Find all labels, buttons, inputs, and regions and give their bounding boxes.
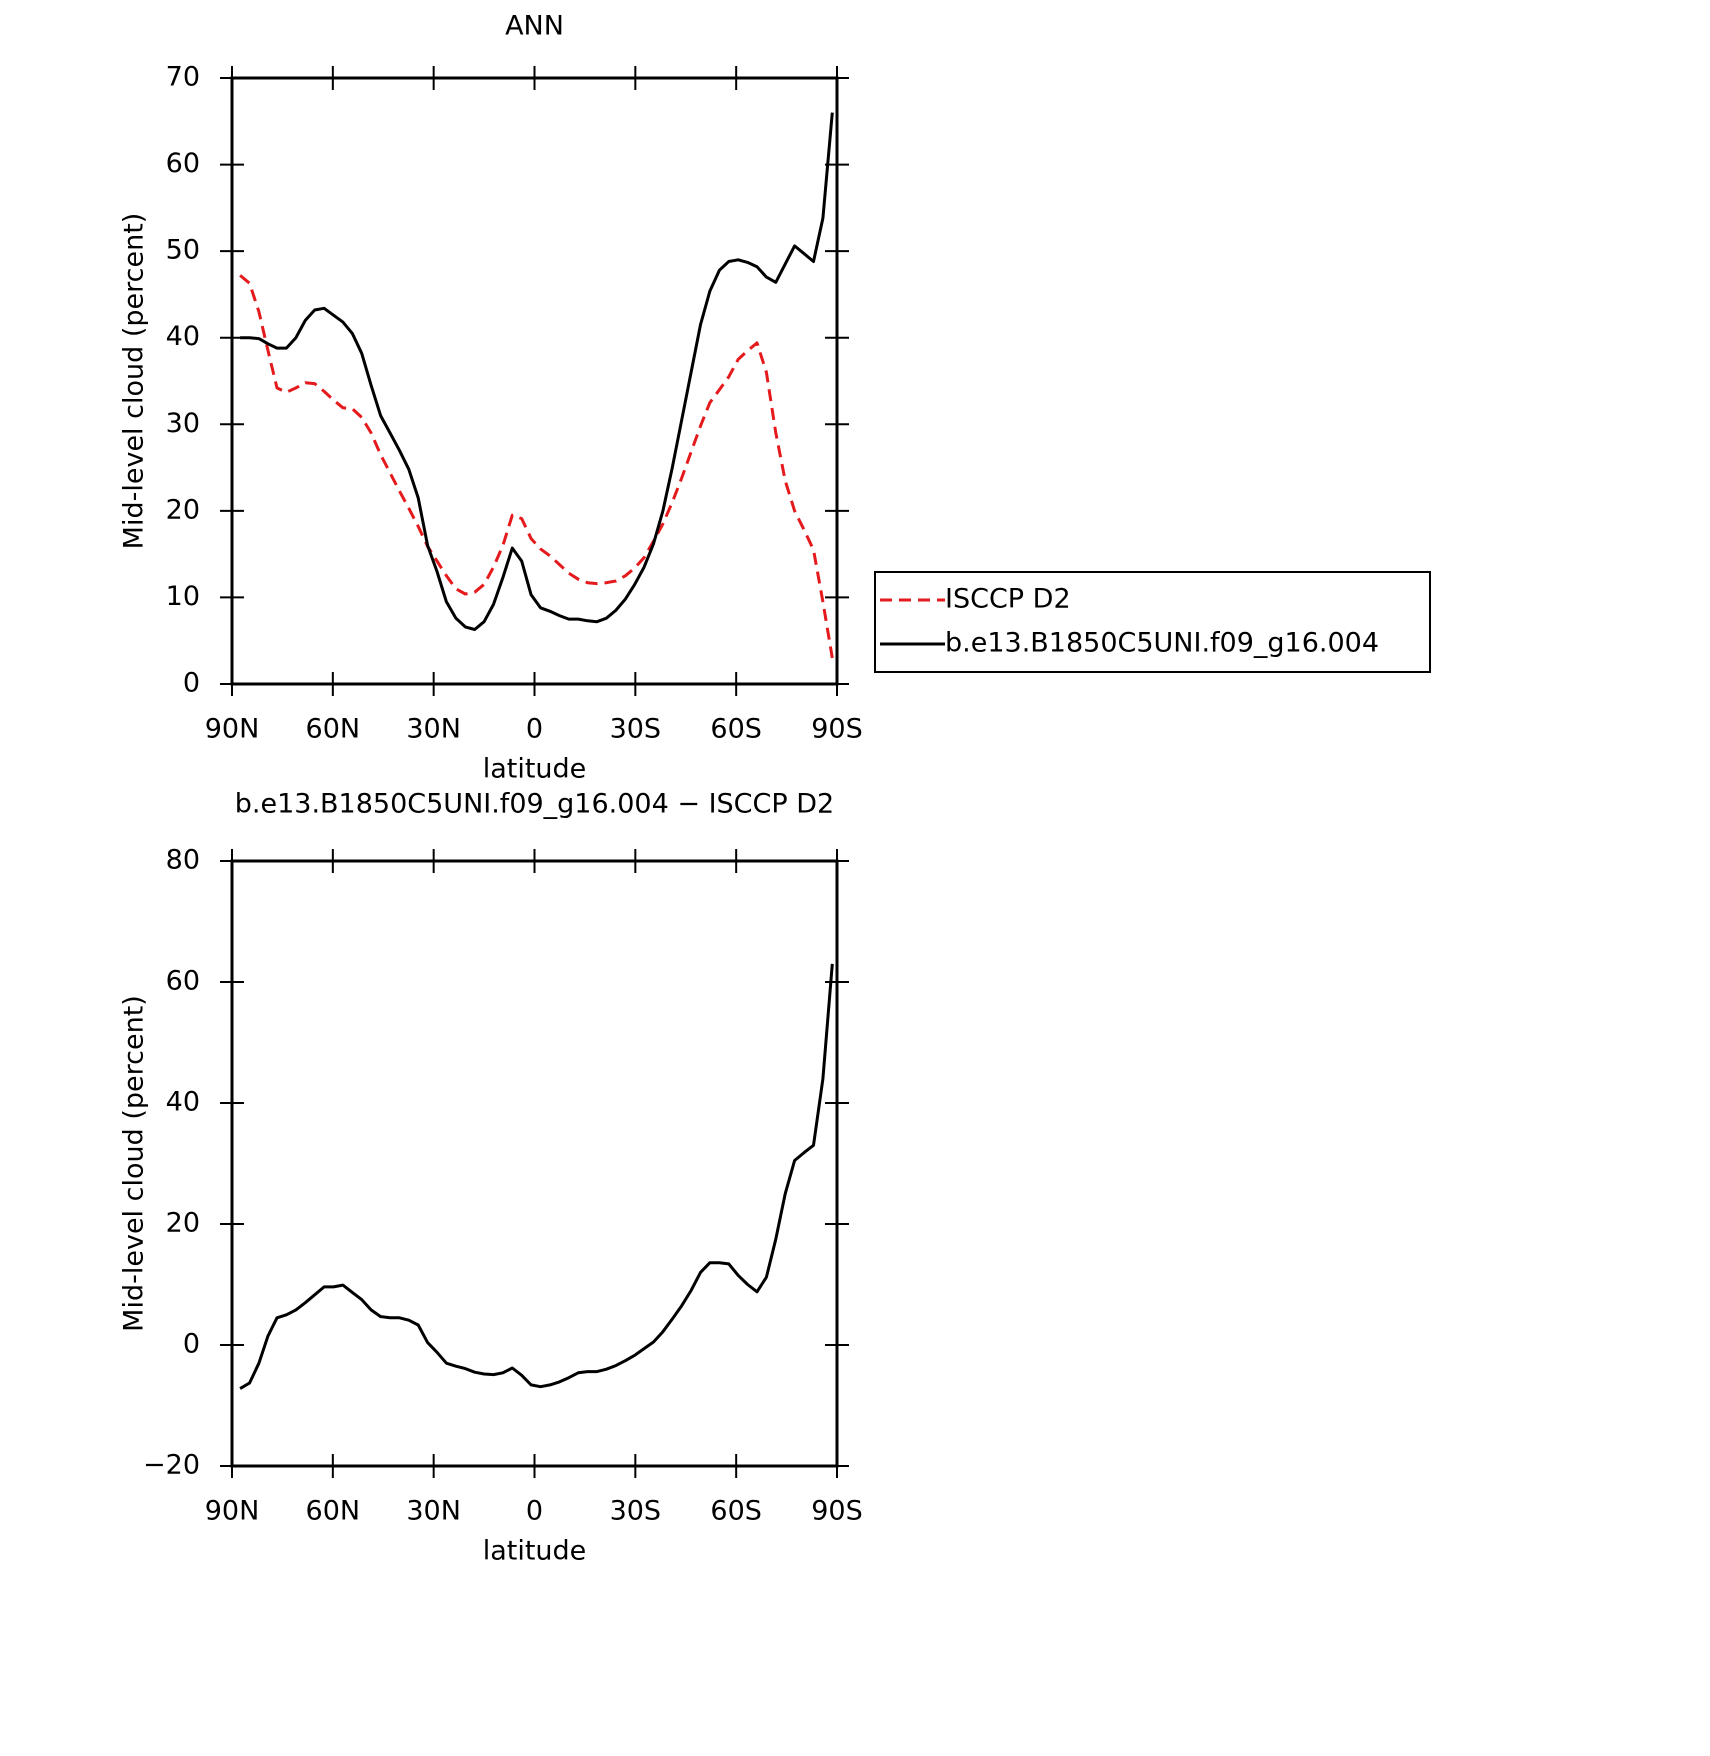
data-line (239, 963, 834, 1390)
data-line (239, 274, 834, 659)
y-tick-label: 30 (166, 408, 200, 439)
x-tick-label: 30N (406, 1496, 461, 1527)
x-tick-label: 30N (406, 714, 461, 745)
x-tick-label: 60S (710, 1496, 762, 1527)
y-tick-label: −20 (143, 1450, 200, 1481)
y-tick-label: 40 (166, 1087, 200, 1118)
y-tick-label: 60 (166, 148, 200, 179)
x-tick-label: 90N (205, 714, 260, 745)
x-tick-label: 90S (811, 1496, 863, 1527)
plot-frame (230, 76, 839, 686)
plot-frame (230, 859, 839, 1468)
x-tick-label: 30S (610, 714, 662, 745)
y-tick-label: 20 (166, 1208, 200, 1239)
y-tick-label: 60 (166, 966, 200, 997)
y-tick-label: 40 (166, 321, 200, 352)
y-tick-label: 20 (166, 494, 200, 525)
legend-box (874, 571, 1431, 673)
y-axis-label: Mid-level cloud (percent) (119, 213, 150, 550)
x-tick-label: 0 (526, 714, 543, 745)
chart-title: b.e13.B1850C5UNI.f09_g16.004 − ISCCP D2 (235, 789, 834, 820)
data-line (240, 112, 834, 631)
x-tick-label: 90N (205, 1496, 260, 1527)
chart-title: ANN (505, 11, 564, 42)
x-tick-label: 30S (610, 1496, 662, 1527)
legend-label: ISCCP D2 (945, 584, 1071, 615)
x-tick-label: 0 (526, 1496, 543, 1527)
y-tick-label: 80 (166, 845, 200, 876)
x-axis-label: latitude (483, 1536, 587, 1567)
x-axis-label: latitude (483, 754, 587, 785)
y-axis-label: Mid-level cloud (percent) (119, 995, 150, 1332)
y-tick-label: 0 (183, 668, 200, 699)
y-tick-label: 10 (166, 581, 200, 612)
x-tick-label: 60S (710, 714, 762, 745)
y-tick-label: 0 (183, 1329, 200, 1360)
x-tick-label: 60N (306, 714, 361, 745)
y-tick-label: 70 (166, 62, 200, 93)
x-tick-label: 90S (811, 714, 863, 745)
y-tick-label: 50 (166, 235, 200, 266)
x-tick-label: 60N (306, 1496, 361, 1527)
legend-label: b.e13.B1850C5UNI.f09_g16.004 (945, 628, 1379, 659)
